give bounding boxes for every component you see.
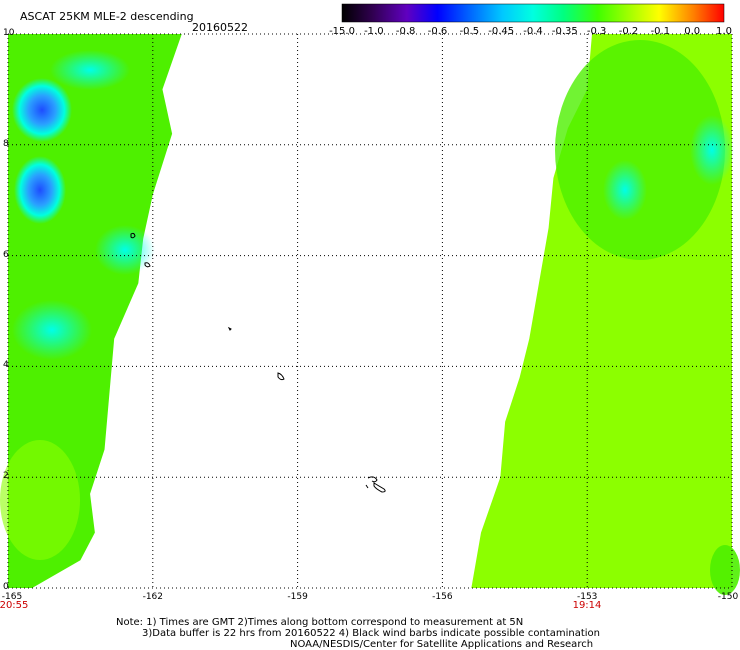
colorbar-tick-label: -0.3 xyxy=(586,26,607,37)
colorbar-tick-label: -0.35 xyxy=(551,26,578,37)
map-grid xyxy=(7,33,733,589)
left-swath xyxy=(0,34,182,588)
lon-tick-label: -150 xyxy=(717,592,739,602)
colorbar xyxy=(341,3,725,23)
colorbar-tick-label: -0.4 xyxy=(523,26,543,37)
lat-tick-label: 10 xyxy=(3,28,15,38)
colorbar-tick-label: -0.2 xyxy=(618,26,639,37)
right-swath xyxy=(471,34,740,595)
note-line-3: NOAA/NESDIS/Center for Satellite Applica… xyxy=(290,639,594,650)
note-line-1: Note: 1) Times are GMT 2)Times along bot… xyxy=(116,617,524,628)
map-title: ASCAT 25KM MLE-2 descending xyxy=(20,10,194,23)
island-contour xyxy=(277,372,285,381)
island-contour xyxy=(365,476,386,493)
colorbar-tick-label: -0.1 xyxy=(650,26,671,37)
lat-tick-label: 4 xyxy=(3,360,9,371)
colorbar-tick-label: -0.45 xyxy=(488,26,515,37)
end-time: 19:14 xyxy=(572,600,602,611)
island-contour xyxy=(130,232,136,239)
colorbar-tick-label: -15.0 xyxy=(329,26,355,37)
colorbar-tick-label: -1.0 xyxy=(364,26,384,37)
note-line-2: 3)Data buffer is 22 hrs from 20160522 4)… xyxy=(142,628,600,639)
lon-tick-label: -153 xyxy=(576,592,598,602)
lat-tick-label: 0 xyxy=(3,582,9,592)
start-time: 20:55 xyxy=(0,600,29,611)
lon-tick-label: -162 xyxy=(142,592,164,602)
island-contours xyxy=(130,232,386,493)
lon-tick-label: -165 xyxy=(1,592,23,602)
lat-tick-label: 8 xyxy=(3,138,9,149)
island-contour xyxy=(227,326,232,331)
colorbar-tick-label: 1.0 xyxy=(716,26,732,37)
colorbar-tick-label: 0.0 xyxy=(684,26,701,37)
lon-tick-label: -156 xyxy=(432,592,453,602)
island-contour xyxy=(144,262,151,268)
lat-tick-label: 2 xyxy=(3,471,9,482)
colorbar-tick-label: -0.6 xyxy=(427,26,448,37)
lon-tick-label: -159 xyxy=(287,592,308,602)
map-date: 20160522 xyxy=(192,21,248,34)
lat-tick-label: 6 xyxy=(3,249,9,260)
colorbar-tick-label: -0.8 xyxy=(395,26,416,37)
colorbar-tick-label: -0.5 xyxy=(459,26,480,37)
